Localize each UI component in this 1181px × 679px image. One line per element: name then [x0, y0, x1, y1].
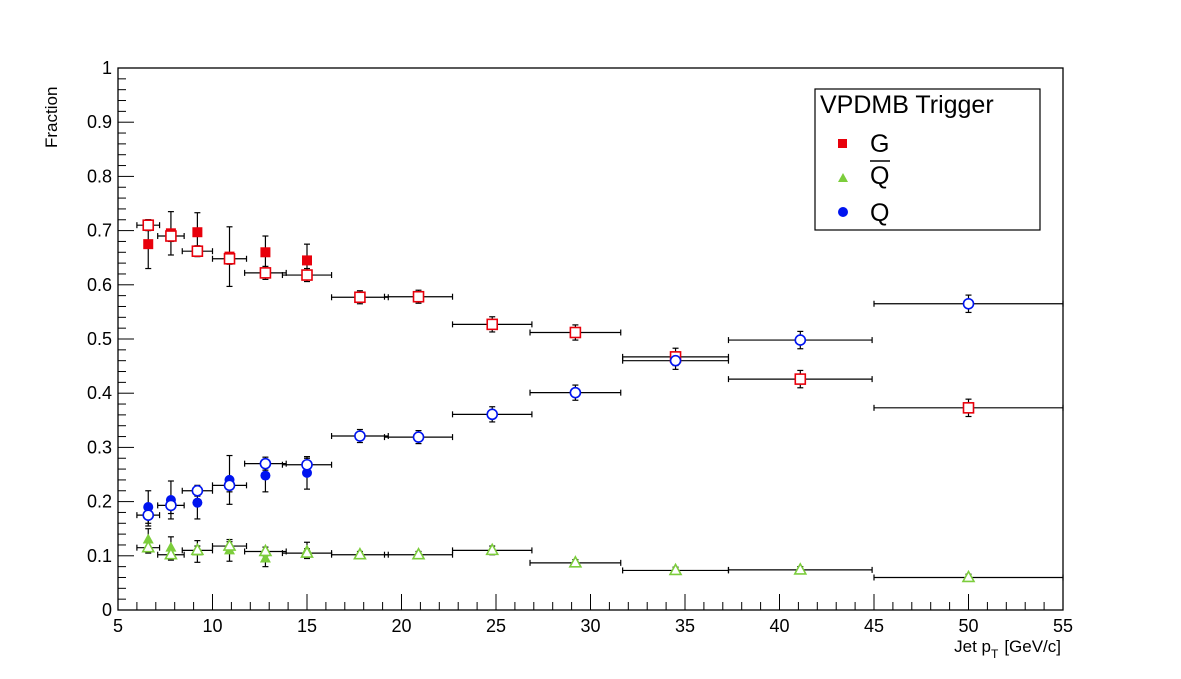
data-point-triangle	[142, 533, 154, 544]
x-tick-label: 20	[391, 616, 411, 636]
legend-qbar-marker	[838, 173, 848, 182]
data-point-square	[794, 373, 807, 385]
data-point-square	[412, 290, 425, 303]
data-point-triangle	[961, 569, 976, 583]
legend-q-marker	[838, 207, 848, 217]
y-axis-title: Fraction	[42, 87, 61, 148]
x-tick-label: 30	[580, 616, 600, 636]
data-point-triangle	[190, 542, 205, 556]
y-tick-label: 0.2	[87, 492, 112, 512]
data-point-circle	[794, 334, 807, 346]
data-point-square	[191, 245, 204, 257]
data-point-triangle	[668, 562, 683, 576]
x-tick-label: 45	[864, 616, 884, 636]
x-tick-label: 40	[769, 616, 789, 636]
legend: VPDMB Trigger G Q Q	[814, 88, 1041, 231]
legend-g-marker	[838, 139, 847, 148]
legend-qbar-label: Q	[870, 162, 889, 190]
legend-q-label: Q	[870, 199, 889, 227]
y-tick-label: 0	[102, 600, 112, 620]
y-tick-label: 0.3	[87, 437, 112, 457]
data-point-circle	[223, 479, 236, 492]
x-tick-label: 55	[1053, 616, 1073, 636]
x-tick-label: 25	[486, 616, 506, 636]
data-point-triangle	[222, 538, 237, 551]
x-tick-label: 50	[958, 616, 978, 636]
data-point-square	[223, 252, 236, 265]
data-point-circle	[669, 354, 682, 367]
data-point-square	[192, 227, 203, 238]
data-point-circle	[165, 499, 177, 512]
data-point-square	[302, 255, 312, 266]
axis-ticks	[117, 67, 1064, 611]
data-point-triangle	[141, 540, 156, 553]
x-axis-title-main: Jet p	[954, 637, 991, 656]
data-point-square	[962, 402, 975, 414]
data-point-triangle	[568, 555, 583, 568]
data-point-square	[486, 318, 499, 331]
legend-g-label: G	[870, 130, 889, 158]
data-point-triangle	[793, 562, 808, 575]
data-markers	[141, 219, 976, 583]
data-point-triangle	[165, 541, 177, 552]
data-point-square	[260, 247, 271, 258]
data-point-square	[301, 269, 313, 281]
data-point-square	[569, 326, 582, 339]
y-tick-label: 0.5	[87, 329, 112, 349]
legend-title: VPDMB Trigger	[820, 91, 994, 119]
data-point-triangle	[258, 543, 273, 557]
data-point-circle	[143, 502, 154, 513]
tick-labels: 5 10 15 20 25 30 35 40 45 50 55 0 0.1 0.2 0.3 0.4 0.5 0.6…	[87, 58, 1073, 636]
data-point-triangle	[300, 545, 314, 558]
x-tick-label: 10	[202, 616, 222, 636]
data-point-circle	[260, 470, 271, 481]
data-point-circle	[412, 431, 425, 443]
data-point-circle	[486, 408, 499, 421]
y-tick-label: 1	[102, 58, 112, 78]
data-point-triangle	[259, 552, 271, 563]
data-point-square	[259, 267, 272, 279]
data-point-square	[142, 219, 155, 231]
data-point-circle	[569, 386, 582, 399]
y-tick-label: 0.9	[87, 112, 112, 132]
y-tick-label: 0.8	[87, 166, 112, 186]
y-tick-label: 0.1	[87, 546, 112, 566]
data-point-circle	[191, 484, 204, 497]
x-axis-title-subscript: T	[991, 647, 999, 661]
x-tick-label: 5	[113, 616, 123, 636]
legend-box	[814, 88, 1041, 231]
x-tick-label: 35	[675, 616, 695, 636]
data-point-circle	[962, 297, 975, 310]
y-tick-label: 0.7	[87, 221, 112, 241]
data-point-circle	[301, 458, 313, 471]
data-point-square	[143, 239, 154, 250]
data-point-circle	[142, 509, 155, 521]
data-point-circle	[302, 467, 312, 478]
data-point-triangle	[485, 542, 500, 556]
error-bars	[136, 211, 1064, 582]
data-point-square	[354, 291, 366, 304]
data-point-circle	[259, 457, 272, 470]
data-point-triangle	[164, 547, 178, 560]
y-tick-label: 0.6	[87, 275, 112, 295]
data-point-triangle	[411, 547, 426, 560]
x-tick-label: 15	[297, 616, 317, 636]
data-point-triangle	[353, 547, 367, 560]
y-tick-label: 0.4	[87, 383, 112, 403]
data-point-square	[165, 230, 177, 242]
x-axis-title-unit: [GeV/c]	[1004, 637, 1061, 656]
data-point-circle	[354, 430, 366, 442]
data-point-circle	[192, 497, 203, 508]
x-axis-title: Jet pT [GeV/c]	[954, 637, 1061, 661]
